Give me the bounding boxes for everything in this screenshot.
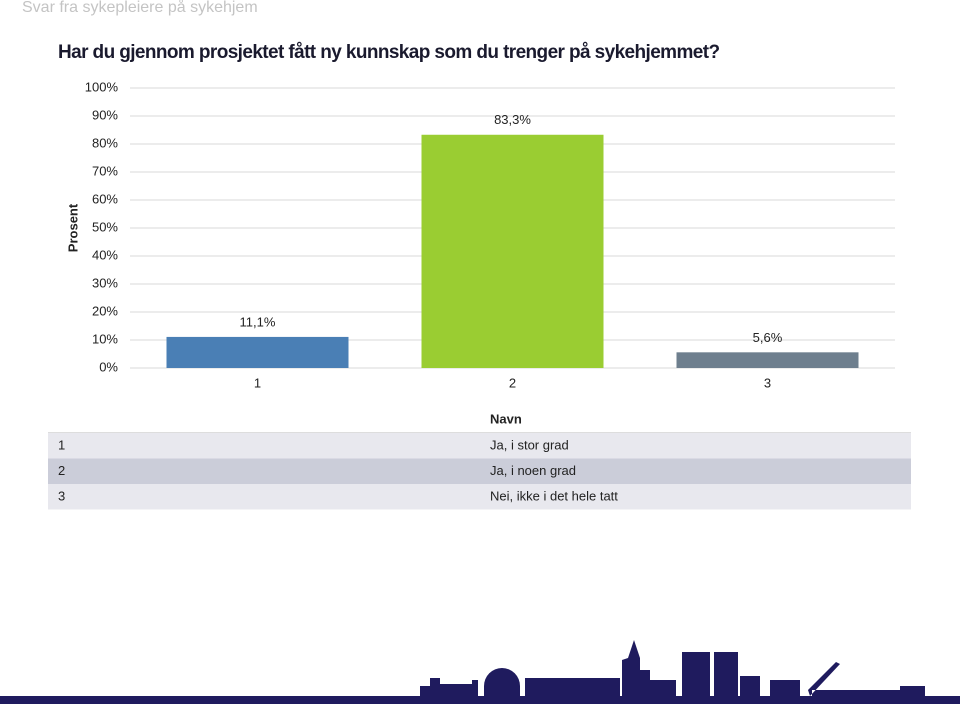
value-label: 83,3% (494, 112, 531, 127)
chart-title: Har du gjennom prosjektet fått ny kunnsk… (58, 42, 719, 63)
table-cell: 3 (58, 488, 65, 503)
bar (166, 336, 349, 368)
table-cell: Nei, ikke i det hele tatt (490, 488, 618, 503)
y-tick-label: 100% (85, 79, 119, 94)
y-tick-label: 60% (92, 191, 118, 206)
table-row (48, 458, 911, 484)
y-tick-label: 20% (92, 303, 118, 318)
bar (676, 352, 859, 368)
y-tick-label: 90% (92, 107, 118, 122)
y-tick-label: 40% (92, 247, 118, 262)
y-tick-label: 80% (92, 135, 118, 150)
table-row (48, 433, 911, 459)
x-tick-label: 2 (509, 375, 516, 390)
table-cell: Ja, i stor grad (490, 437, 569, 452)
table-cell: 1 (58, 437, 65, 452)
y-axis-label: Prosent (65, 203, 80, 252)
skyline (0, 640, 960, 704)
table-cell: 2 (58, 463, 65, 478)
y-tick-label: 30% (92, 275, 118, 290)
table-header: Navn (490, 411, 522, 426)
y-tick-label: 0% (99, 359, 118, 374)
value-label: 11,1% (240, 314, 276, 329)
value-label: 5,6% (753, 330, 783, 345)
y-tick-label: 50% (92, 219, 118, 234)
table-cell: Ja, i noen grad (490, 463, 576, 478)
bar (421, 134, 604, 368)
slide-header: Svar fra sykepleiere på sykehjem (22, 0, 258, 16)
y-tick-label: 70% (92, 163, 118, 178)
y-tick-label: 10% (92, 331, 118, 346)
x-tick-label: 1 (254, 375, 261, 390)
table-row (48, 484, 911, 510)
x-tick-label: 3 (764, 375, 771, 390)
